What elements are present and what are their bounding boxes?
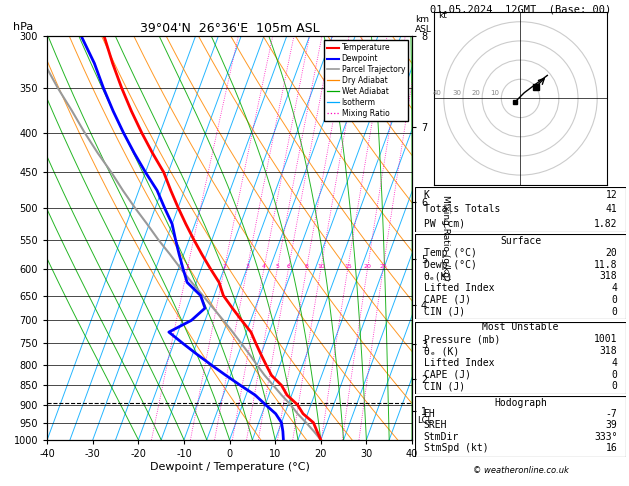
Text: © weatheronline.co.uk: © weatheronline.co.uk xyxy=(472,466,569,475)
Text: kt: kt xyxy=(438,11,447,20)
Text: Lifted Index: Lifted Index xyxy=(423,358,494,368)
Text: Pressure (mb): Pressure (mb) xyxy=(423,334,500,344)
Text: 25: 25 xyxy=(379,264,387,269)
Text: 20: 20 xyxy=(471,90,480,97)
Text: 333°: 333° xyxy=(594,432,618,442)
Legend: Temperature, Dewpoint, Parcel Trajectory, Dry Adiabat, Wet Adiabat, Isotherm, Mi: Temperature, Dewpoint, Parcel Trajectory… xyxy=(324,40,408,121)
Text: Most Unstable: Most Unstable xyxy=(482,323,559,332)
Text: 20: 20 xyxy=(364,264,371,269)
Y-axis label: Mixing Ratio (g/kg): Mixing Ratio (g/kg) xyxy=(441,195,450,281)
Text: 30: 30 xyxy=(452,90,461,97)
Text: 4: 4 xyxy=(611,358,618,368)
Text: 1: 1 xyxy=(186,264,189,269)
Text: 10: 10 xyxy=(317,264,325,269)
Text: 40: 40 xyxy=(433,90,442,97)
Text: CIN (J): CIN (J) xyxy=(423,307,465,317)
Text: LCL: LCL xyxy=(418,416,433,425)
Text: Temp (°C): Temp (°C) xyxy=(423,248,476,258)
Text: Hodograph: Hodograph xyxy=(494,398,547,408)
Text: 0: 0 xyxy=(611,382,618,391)
Text: 20: 20 xyxy=(606,248,618,258)
Text: 41: 41 xyxy=(606,205,618,214)
Text: PW (cm): PW (cm) xyxy=(423,219,465,229)
Text: 0: 0 xyxy=(611,295,618,305)
Text: StmSpd (kt): StmSpd (kt) xyxy=(423,443,488,453)
Text: 5: 5 xyxy=(276,264,279,269)
Text: 0: 0 xyxy=(611,307,618,317)
Text: StmDir: StmDir xyxy=(423,432,459,442)
Text: 39: 39 xyxy=(606,420,618,431)
Text: 0: 0 xyxy=(611,369,618,380)
Text: θₑ (K): θₑ (K) xyxy=(423,346,459,356)
Text: km
ASL: km ASL xyxy=(415,15,432,34)
Text: SREH: SREH xyxy=(423,420,447,431)
Text: 1.82: 1.82 xyxy=(594,219,618,229)
Text: 10: 10 xyxy=(491,90,499,97)
Title: 39°04'N  26°36'E  105m ASL: 39°04'N 26°36'E 105m ASL xyxy=(140,22,320,35)
Text: Lifted Index: Lifted Index xyxy=(423,283,494,293)
Text: CAPE (J): CAPE (J) xyxy=(423,369,470,380)
Text: 11.8: 11.8 xyxy=(594,260,618,270)
Text: Totals Totals: Totals Totals xyxy=(423,205,500,214)
Text: -7: -7 xyxy=(606,409,618,419)
Text: 01.05.2024  12GMT  (Base: 00): 01.05.2024 12GMT (Base: 00) xyxy=(430,5,611,15)
Text: Surface: Surface xyxy=(500,236,541,246)
Text: CAPE (J): CAPE (J) xyxy=(423,295,470,305)
Text: 1001: 1001 xyxy=(594,334,618,344)
Text: 16: 16 xyxy=(606,443,618,453)
Text: EH: EH xyxy=(423,409,435,419)
Text: hPa: hPa xyxy=(13,21,33,32)
Text: 12: 12 xyxy=(606,190,618,200)
Text: 4: 4 xyxy=(611,283,618,293)
Text: θₑ(K): θₑ(K) xyxy=(423,271,453,281)
Text: 318: 318 xyxy=(600,271,618,281)
Text: 3: 3 xyxy=(245,264,249,269)
Text: Dewp (°C): Dewp (°C) xyxy=(423,260,476,270)
Text: 2: 2 xyxy=(222,264,226,269)
Text: 6: 6 xyxy=(287,264,291,269)
Text: CIN (J): CIN (J) xyxy=(423,382,465,391)
Text: K: K xyxy=(423,190,430,200)
Text: 318: 318 xyxy=(600,346,618,356)
Text: 15: 15 xyxy=(344,264,352,269)
Text: 8: 8 xyxy=(304,264,308,269)
X-axis label: Dewpoint / Temperature (°C): Dewpoint / Temperature (°C) xyxy=(150,462,309,471)
Text: 4: 4 xyxy=(262,264,266,269)
